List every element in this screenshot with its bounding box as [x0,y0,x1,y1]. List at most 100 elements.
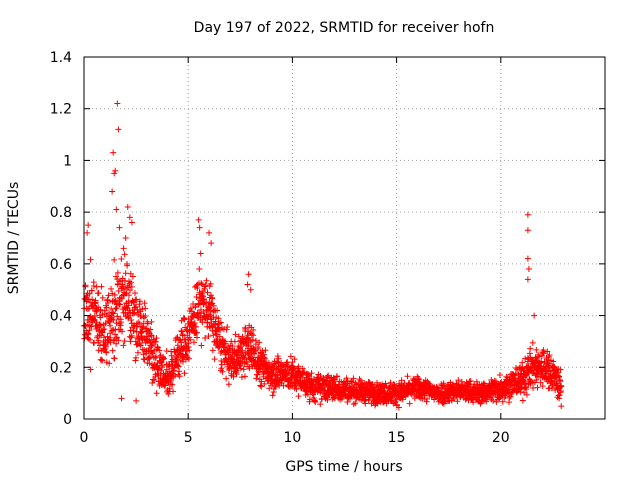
data-point [546,352,553,359]
data-point [305,371,312,378]
data-point [84,229,91,236]
data-point [95,337,102,344]
data-point [114,100,121,107]
data-point [524,211,531,218]
data-point [128,283,135,290]
data-point [199,292,206,299]
data-point [244,281,251,288]
data-point [239,333,246,340]
data-point [153,390,160,397]
data-point [173,335,180,342]
data-point [114,313,121,320]
data-point [247,286,254,293]
data-point [187,305,194,312]
data-point [536,353,543,360]
data-point [217,319,224,326]
data-point [141,356,148,363]
data-point [240,366,247,373]
data-point [301,369,308,376]
data-point [132,354,139,361]
data-point [179,358,186,365]
data-point [492,378,499,385]
data-point [112,326,119,333]
data-point [194,329,201,336]
data-point [533,346,540,353]
data-point [119,281,126,288]
data-point [556,373,563,380]
data-point [382,380,389,387]
y-tick-label: 0.2 [50,360,72,376]
data-point [317,401,324,408]
data-point [255,344,262,351]
data-point [133,397,140,404]
data-point [91,313,98,320]
data-point [106,360,113,367]
data-point [212,331,219,338]
data-point [115,126,122,133]
data-point [131,290,138,297]
data-point [113,340,120,347]
data-point [93,319,100,326]
data-point [274,353,281,360]
data-point [248,330,255,337]
data-point [160,355,167,362]
data-point [483,398,490,405]
data-point [241,354,248,361]
data-point [325,372,332,379]
data-point [185,355,192,362]
data-point [522,355,529,362]
data-point [109,188,116,195]
data-point [109,309,116,316]
data-point [364,384,371,391]
data-point [109,290,116,297]
data-point [233,371,240,378]
data-point [215,315,222,322]
data-point [224,323,231,330]
data-point [176,373,183,380]
chart-title: Day 197 of 2022, SRMTID for receiver hof… [194,20,495,36]
data-point [148,332,155,339]
data-point [122,235,129,241]
data-point [544,356,551,363]
data-point [99,329,106,336]
data-point [125,292,132,299]
data-point [557,378,564,385]
data-point [219,368,226,375]
data-point [533,377,540,384]
data-point [534,384,541,391]
data-point [238,374,245,381]
data-point [175,363,182,370]
data-point [252,341,259,348]
data-point [148,318,155,325]
data-point [116,224,123,231]
data-point [218,365,225,372]
data-point [156,347,163,354]
data-point [169,381,176,388]
data-point [467,377,474,384]
data-point [237,365,244,372]
data-point [499,398,506,405]
data-point [185,344,192,351]
data-point [181,370,188,377]
data-point [104,333,111,340]
data-point [312,398,319,405]
data-point [89,296,96,303]
data-point [291,356,298,363]
data-point [193,323,200,330]
data-point [101,326,108,333]
data-point [134,349,141,356]
data-point [203,277,210,284]
data-point [276,363,283,370]
data-point [243,359,250,366]
data-point [229,343,236,350]
data-point [129,273,136,280]
data-point [127,287,134,294]
y-tick-label: 1.4 [50,50,72,66]
data-point [544,348,551,355]
data-point [133,296,140,303]
data-point [105,292,112,299]
axis-ticks: 0 0.2 0.4 0.6 0.8 1 1.2 1.4 0 5 10 15 20 [50,50,605,446]
data-point [121,338,128,345]
data-point [222,338,229,345]
data-point [204,319,211,326]
